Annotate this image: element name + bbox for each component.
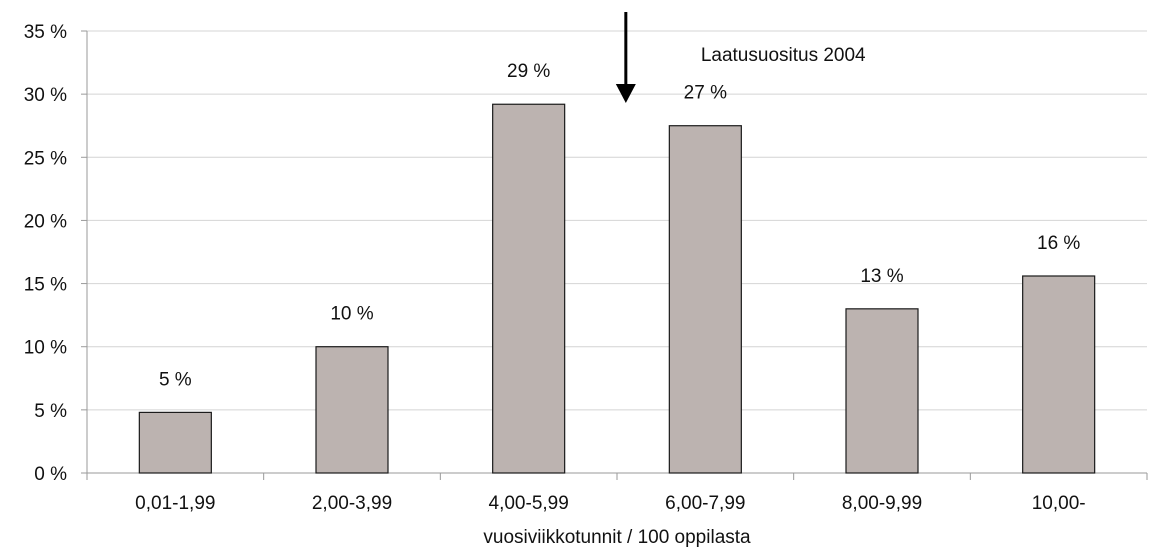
bar <box>315 346 389 474</box>
x-axis-title: vuosiviikkotunnit / 100 oppilasta <box>483 527 751 548</box>
x-tick-label: 4,00-5,99 <box>489 493 569 514</box>
y-tick-label: 0 % <box>34 464 67 485</box>
data-label: 5 % <box>159 369 192 390</box>
bar <box>492 103 566 474</box>
x-tick-label: 10,00- <box>1032 493 1086 514</box>
data-label: 27 % <box>684 83 727 104</box>
x-tick-label: 8,00-9,99 <box>842 493 922 514</box>
data-label: 16 % <box>1037 233 1080 254</box>
bars <box>138 103 1096 474</box>
y-tick-label: 35 % <box>24 22 67 43</box>
tick-labels: 0 % 5 % 10 % 15 % 20 % 25 % 30 % 35 % 0,01-1,99 2… <box>24 22 1086 514</box>
data-label: 29 % <box>507 61 550 82</box>
y-tick-label: 15 % <box>24 275 67 296</box>
data-label: 10 % <box>330 304 373 325</box>
data-labels: 5 % 10 % 29 % 27 % 13 % 16 % <box>159 61 1080 390</box>
annotation-group: Laatusuositus 2004 <box>615 12 866 103</box>
y-tick-label: 25 % <box>24 148 67 169</box>
data-label: 13 % <box>860 266 903 287</box>
axes <box>81 30 1148 480</box>
x-tick-label: 6,00-7,99 <box>665 493 745 514</box>
x-tick-label: 2,00-3,99 <box>312 493 392 514</box>
gridlines <box>87 30 1147 411</box>
bar <box>1022 275 1096 474</box>
bar <box>845 308 919 474</box>
y-tick-label: 30 % <box>24 85 67 106</box>
annotation-text: Laatusuositus 2004 <box>701 45 866 66</box>
annotation-arrow-head <box>615 84 636 103</box>
x-tick-label: 0,01-1,99 <box>135 493 215 514</box>
y-tick-label: 20 % <box>24 211 67 232</box>
bar <box>668 125 742 474</box>
bar <box>138 411 212 474</box>
y-tick-label: 5 % <box>34 401 67 422</box>
y-tick-label: 10 % <box>24 338 67 359</box>
